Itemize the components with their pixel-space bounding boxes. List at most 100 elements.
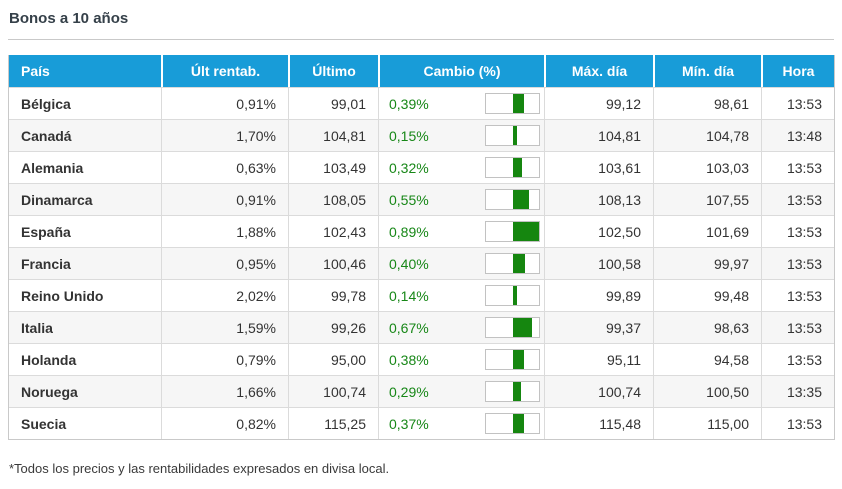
country-cell: Noruega (9, 375, 161, 407)
time-cell: 13:53 (761, 279, 834, 311)
change-percent: 0,67% (389, 319, 429, 336)
day-high-cell: 100,58 (544, 247, 653, 279)
last-price-cell: 99,01 (288, 87, 378, 119)
table-header-row: País Últ rentab. Último Cambio (%) Máx. día M… (9, 55, 834, 87)
day-low-cell: 103,03 (653, 151, 761, 183)
column-header-ult-rentab: Últ rentab. (161, 55, 288, 87)
table-row: Suecia 0,82% 115,25 0,37% 115,48 115,00 13:53 (9, 407, 834, 439)
last-price-cell: 95,00 (288, 343, 378, 375)
change-bar-fill (512, 222, 539, 241)
day-high-cell: 99,89 (544, 279, 653, 311)
table-row: Reino Unido 2,02% 99,78 0,14% 99,89 99,48 13:5… (9, 279, 834, 311)
country-cell: Canadá (9, 119, 161, 151)
change-cell: 0,89% (378, 215, 544, 247)
time-cell: 13:53 (761, 407, 834, 439)
day-low-cell: 101,69 (653, 215, 761, 247)
day-low-cell: 115,00 (653, 407, 761, 439)
column-header-cambio: Cambio (%) (378, 55, 544, 87)
time-cell: 13:53 (761, 151, 834, 183)
change-bar-fill (512, 350, 524, 369)
country-cell: Italia (9, 311, 161, 343)
day-high-cell: 115,48 (544, 407, 653, 439)
page-title: Bonos a 10 años (9, 10, 129, 27)
change-bar-gauge (485, 349, 540, 370)
change-bar-gauge (485, 381, 540, 402)
column-header-min-dia: Mín. día (653, 55, 761, 87)
bonds-table: País Últ rentab. Último Cambio (%) Máx. día M… (8, 55, 835, 440)
time-cell: 13:53 (761, 311, 834, 343)
yield-cell: 1,66% (161, 375, 288, 407)
change-percent: 0,40% (389, 255, 429, 272)
last-price-cell: 104,81 (288, 119, 378, 151)
change-bar-gauge (485, 285, 540, 306)
change-bar-gauge (485, 189, 540, 210)
change-percent: 0,14% (389, 287, 429, 304)
table-body: Bélgica 0,91% 99,01 0,39% 99,12 98,61 13:53 Can… (9, 87, 834, 439)
change-bar-fill (512, 190, 529, 209)
last-price-cell: 100,46 (288, 247, 378, 279)
last-price-cell: 102,43 (288, 215, 378, 247)
day-low-cell: 98,63 (653, 311, 761, 343)
change-percent: 0,37% (389, 415, 429, 432)
yield-cell: 0,91% (161, 183, 288, 215)
change-bar-fill (512, 414, 524, 433)
table-row: Alemania 0,63% 103,49 0,32% 103,61 103,03 13:5… (9, 151, 834, 183)
country-cell: Dinamarca (9, 183, 161, 215)
yield-cell: 0,91% (161, 87, 288, 119)
change-bar-gauge (485, 317, 540, 338)
time-cell: 13:35 (761, 375, 834, 407)
time-cell: 13:53 (761, 343, 834, 375)
change-cell: 0,67% (378, 311, 544, 343)
change-bar-fill (512, 158, 522, 177)
country-cell: Reino Unido (9, 279, 161, 311)
change-cell: 0,38% (378, 343, 544, 375)
last-price-cell: 99,26 (288, 311, 378, 343)
table-row: Bélgica 0,91% 99,01 0,39% 99,12 98,61 13:53 (9, 87, 834, 119)
change-percent: 0,55% (389, 191, 429, 208)
time-cell: 13:53 (761, 183, 834, 215)
day-high-cell: 108,13 (544, 183, 653, 215)
day-high-cell: 95,11 (544, 343, 653, 375)
day-high-cell: 99,12 (544, 87, 653, 119)
change-bar-gauge (485, 253, 540, 274)
column-header-hora: Hora (761, 55, 834, 87)
change-bar-gauge (485, 93, 540, 114)
time-cell: 13:53 (761, 247, 834, 279)
change-percent: 0,89% (389, 223, 429, 240)
change-cell: 0,15% (378, 119, 544, 151)
change-percent: 0,32% (389, 159, 429, 176)
time-cell: 13:48 (761, 119, 834, 151)
change-bar-fill (512, 286, 517, 305)
change-cell: 0,29% (378, 375, 544, 407)
day-low-cell: 94,58 (653, 343, 761, 375)
change-cell: 0,40% (378, 247, 544, 279)
day-low-cell: 107,55 (653, 183, 761, 215)
day-low-cell: 99,48 (653, 279, 761, 311)
country-cell: Francia (9, 247, 161, 279)
last-price-cell: 103,49 (288, 151, 378, 183)
day-low-cell: 99,97 (653, 247, 761, 279)
title-divider (8, 39, 834, 40)
yield-cell: 0,79% (161, 343, 288, 375)
yield-cell: 0,63% (161, 151, 288, 183)
change-cell: 0,14% (378, 279, 544, 311)
table-row: España 1,88% 102,43 0,89% 102,50 101,69 13:53 (9, 215, 834, 247)
change-bar-fill (512, 94, 524, 113)
change-percent: 0,38% (389, 351, 429, 368)
change-percent: 0,15% (389, 127, 429, 144)
change-percent: 0,29% (389, 383, 429, 400)
day-high-cell: 103,61 (544, 151, 653, 183)
country-cell: Holanda (9, 343, 161, 375)
yield-cell: 0,95% (161, 247, 288, 279)
country-cell: España (9, 215, 161, 247)
time-cell: 13:53 (761, 215, 834, 247)
change-bar-gauge (485, 125, 540, 146)
change-bar-fill (512, 126, 517, 145)
column-header-pais: País (9, 55, 161, 87)
change-cell: 0,55% (378, 183, 544, 215)
change-cell: 0,32% (378, 151, 544, 183)
country-cell: Suecia (9, 407, 161, 439)
change-bar-fill (512, 318, 532, 337)
day-low-cell: 98,61 (653, 87, 761, 119)
table-row: Canadá 1,70% 104,81 0,15% 104,81 104,78 13:48 (9, 119, 834, 151)
